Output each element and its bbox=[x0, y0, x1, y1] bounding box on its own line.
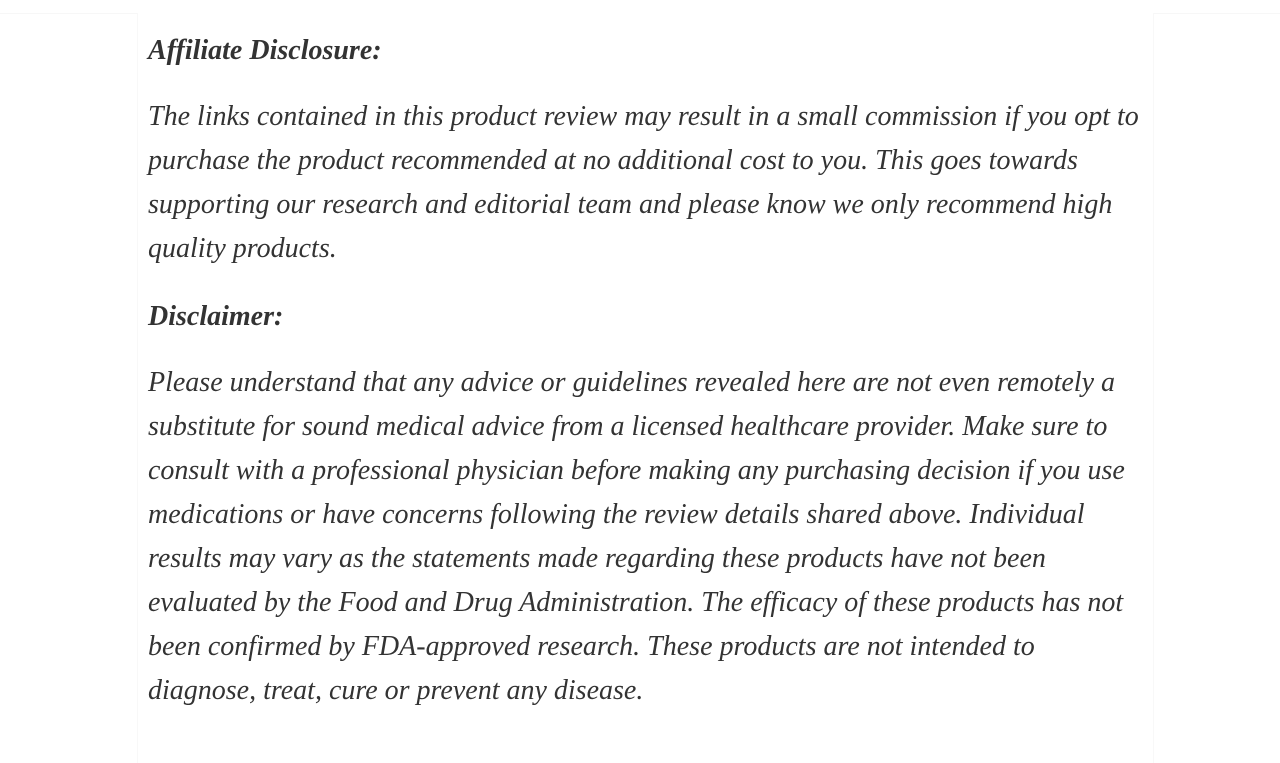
affiliate-disclosure-heading: Affiliate Disclosure: bbox=[148, 35, 382, 66]
disclaimer-paragraph: Please understand that any advice or gui… bbox=[148, 367, 1125, 706]
article-content-area: Affiliate Disclosure: The links containe… bbox=[137, 13, 1154, 763]
affiliate-disclosure-paragraph: The links contained in this product revi… bbox=[148, 101, 1139, 264]
disclaimer-heading: Disclaimer: bbox=[148, 301, 284, 332]
